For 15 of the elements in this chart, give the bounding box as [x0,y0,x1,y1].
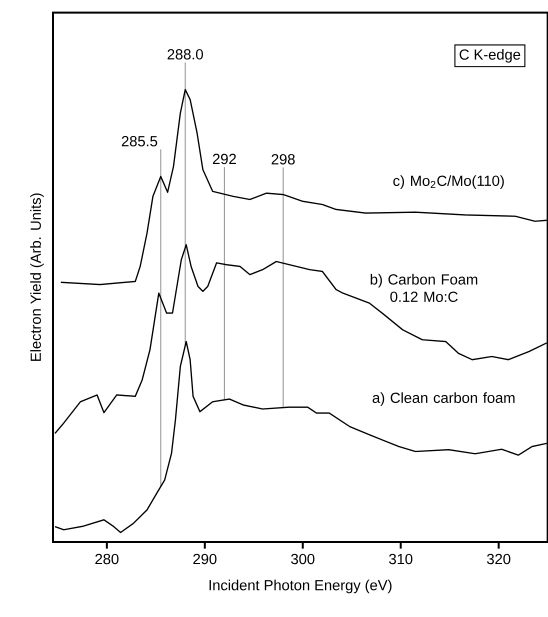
x-axis-title: Incident Photon Energy (eV) [210,580,392,594]
series-label: a) Clean carbon foam [372,392,515,406]
x-tick-label: 300 [291,554,314,564]
y-axis-title: Electron Yield (Arb. Units) [30,194,44,361]
x-tick-label: 320 [487,554,510,564]
ref-line-label: 292 [212,154,236,164]
x-tick-label: 290 [193,554,216,564]
series-label: b) Carbon Foam 0.12 Mo:C [370,274,478,302]
ref-line-label: 288.0 [168,49,203,60]
x-tick-label: 280 [95,554,119,564]
text: C K-edge [460,48,520,63]
ref-line-label: 298 [272,154,295,164]
series-label: c) Mo$_{2}$C/Mo(110) [393,175,504,189]
x-tick-label: 310 [389,554,412,564]
ref-line-label: 285.5 [122,136,158,146]
